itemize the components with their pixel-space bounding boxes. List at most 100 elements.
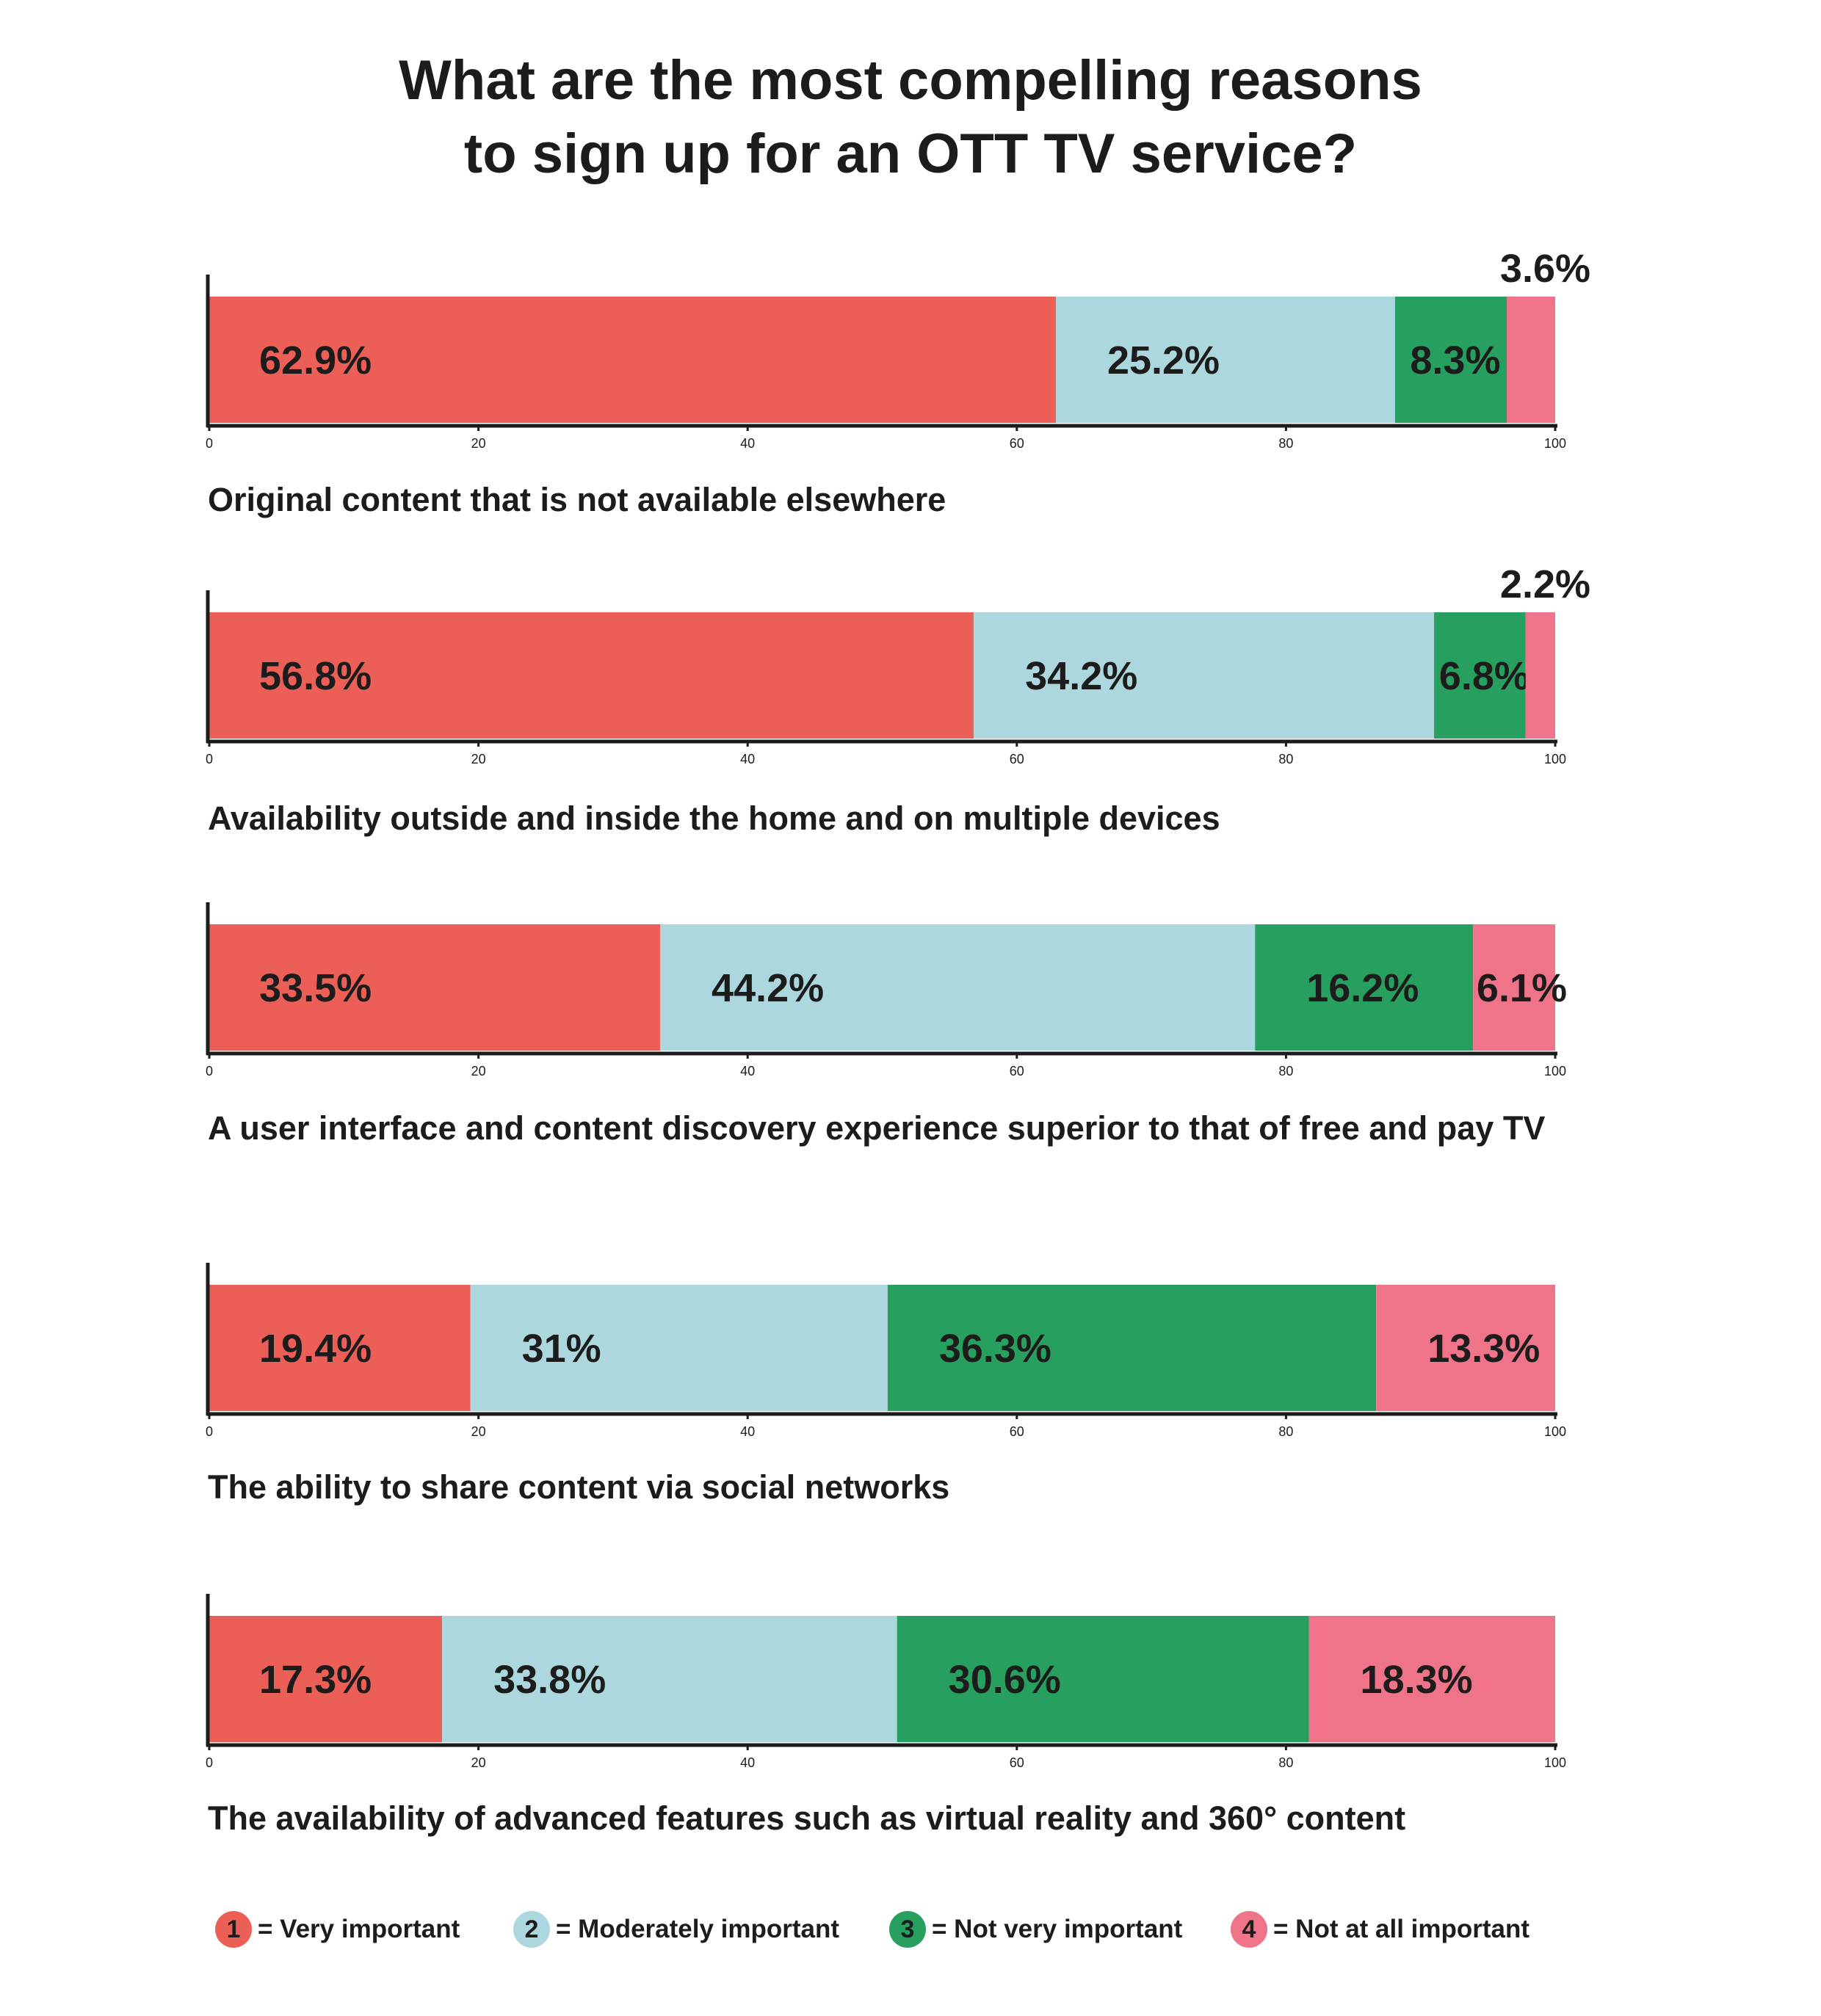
data-label-moderately-important: 34.2% [1025,654,1137,698]
bar-chart-5: 17.3% 33.8% 30.6% 18.3% 0 20 40 60 80 100 The ava… [0,1591,1821,1841]
bar-chart-1-caption: Original content that is not available e… [208,481,946,518]
bar-segment-not-at-all-important [1473,924,1555,1051]
bar-chart-4-plot: 19.4% 31% 36.3% 13.3% 0 20 40 60 80 100 [206,1263,1566,1439]
bar-segment-not-at-all-important [1308,1616,1555,1742]
bar-chart-5-plot: 17.3% 33.8% 30.6% 18.3% 0 20 40 60 80 100 [206,1594,1566,1770]
bar-chart-3-plot: 33.5% 44.2% 16.2% 6.1% 0 20 40 60 80 100 [206,902,1567,1078]
x-tick-label: 0 [206,1424,213,1439]
bar-chart-4-caption: The ability to share content via social … [208,1468,950,1506]
x-tick-label: 60 [1010,1424,1024,1439]
x-tick-label: 0 [206,436,213,451]
x-tick-label: 20 [471,436,486,451]
legend-item-very-important: 1 = Very important [215,1910,460,1948]
data-label-not-very-important: 36.3% [939,1327,1051,1371]
x-tick-label: 100 [1544,436,1566,451]
x-tick-label: 40 [740,436,755,451]
data-label-not-at-all-important: 18.3% [1361,1658,1473,1702]
legend-swatch-1: 1 [215,1911,252,1948]
bar-chart-4: 19.4% 31% 36.3% 13.3% 0 20 40 60 80 100 The abili… [0,1260,1821,1509]
chart-title-line-2: to sign up for an OTT TV service? [463,123,1358,185]
legend-label-4: = Not at all important [1273,1915,1530,1943]
legend-label-3: = Not very important [932,1915,1183,1943]
bar-chart-1-plot: 62.9% 25.2% 8.3% 3.6% 0 20 40 60 80 100 [206,247,1590,451]
x-tick-label: 100 [1544,1755,1566,1770]
bar-segment-very-important [209,297,1056,423]
bar-segment-not-very-important [1434,612,1526,739]
x-tick-label: 0 [206,752,213,766]
data-label-not-very-important: 30.6% [949,1658,1061,1702]
data-label-very-important: 62.9% [259,338,372,382]
x-tick-label: 60 [1010,1755,1024,1770]
bar-segment-not-at-all-important [1525,612,1555,739]
legend-item-not-at-all-important: 4 = Not at all important [1231,1910,1529,1948]
data-label-not-at-all-important: 2.2% [1500,562,1590,606]
x-tick-label: 60 [1010,1064,1024,1078]
data-label-not-at-all-important: 3.6% [1500,247,1590,291]
data-label-moderately-important: 25.2% [1107,338,1220,382]
data-label-not-at-all-important: 6.1% [1477,966,1567,1010]
x-tick-label: 80 [1278,752,1293,766]
data-label-moderately-important: 44.2% [712,966,824,1010]
x-tick-label: 100 [1544,1064,1566,1078]
x-tick-label: 100 [1544,752,1566,766]
x-tick-label: 20 [471,752,486,766]
bar-segment-not-very-important [1394,297,1507,423]
legend-label-1: = Very important [258,1915,460,1943]
legend-swatch-2: 2 [513,1911,550,1948]
legend-item-moderately-important: 2 = Moderately important [513,1910,839,1948]
data-label-not-very-important: 16.2% [1306,966,1419,1010]
legend-label-2: = Moderately important [556,1915,840,1943]
x-tick-label: 60 [1010,436,1024,451]
bar-segment-very-important [209,612,974,739]
x-tick-label: 20 [471,1064,486,1078]
data-label-not-very-important: 6.8% [1439,654,1529,698]
x-tick-label: 20 [471,1755,486,1770]
data-label-very-important: 19.4% [259,1327,372,1371]
x-tick-label: 40 [740,752,755,766]
bar-segment-moderately-important [1055,297,1395,423]
bar-segment-moderately-important [660,924,1256,1051]
x-tick-label: 0 [206,1064,213,1078]
data-label-moderately-important: 33.8% [493,1658,606,1702]
chart-title: What are the most compelling reasons to … [0,44,1821,191]
chart-title-line-1: What are the most compelling reasons [399,49,1422,112]
x-tick-label: 80 [1278,436,1293,451]
legend-swatch-3: 3 [889,1911,926,1948]
data-label-very-important: 17.3% [259,1658,372,1702]
bar-segment-moderately-important [470,1285,888,1411]
x-tick-label: 0 [206,1755,213,1770]
bar-chart-2: 56.8% 34.2% 6.8% 2.2% 0 20 40 60 80 100 Availabil… [0,562,1821,837]
legend-item-not-very-important: 3 = Not very important [889,1910,1182,1948]
x-tick-label: 40 [740,1064,755,1078]
legend: 1 = Very important 2 = Moderately import… [0,1910,1821,1954]
data-label-not-at-all-important: 13.3% [1427,1327,1540,1371]
bar-chart-2-plot: 56.8% 34.2% 6.8% 2.2% 0 20 40 60 80 100 [206,562,1590,766]
data-label-not-very-important: 8.3% [1410,338,1500,382]
bar-segment-not-very-important [897,1616,1309,1742]
legend-swatch-4: 4 [1231,1911,1267,1948]
bar-chart-3: 33.5% 44.2% 16.2% 6.1% 0 20 40 60 80 100 A user i… [0,899,1821,1208]
x-tick-label: 40 [740,1424,755,1439]
bar-segment-moderately-important [974,612,1435,739]
data-label-very-important: 33.5% [259,966,372,1010]
bar-chart-1: 62.9% 25.2% 8.3% 3.6% 0 20 40 60 80 100 Original … [0,247,1821,521]
x-tick-label: 80 [1278,1755,1293,1770]
data-label-very-important: 56.8% [259,654,372,698]
x-tick-label: 100 [1544,1424,1566,1439]
data-label-moderately-important: 31% [522,1327,601,1371]
bar-chart-2-caption: Availability outside and inside the home… [208,799,1220,837]
x-tick-label: 80 [1278,1424,1293,1439]
x-tick-label: 60 [1010,752,1024,766]
bar-segment-not-at-all-important [1507,297,1555,423]
bar-segment-not-very-important [1255,924,1474,1051]
bar-chart-5-caption: The availability of advanced features su… [208,1799,1406,1837]
x-tick-label: 80 [1278,1064,1293,1078]
bar-segment-moderately-important [442,1616,897,1742]
x-tick-label: 40 [740,1755,755,1770]
x-tick-label: 20 [471,1424,486,1439]
bar-segment-not-very-important [887,1285,1377,1411]
bar-segment-very-important [209,1616,443,1742]
bar-segment-very-important [209,924,661,1051]
bar-segment-very-important [209,1285,471,1411]
bar-chart-3-caption: A user interface and content discovery e… [208,1109,1546,1147]
